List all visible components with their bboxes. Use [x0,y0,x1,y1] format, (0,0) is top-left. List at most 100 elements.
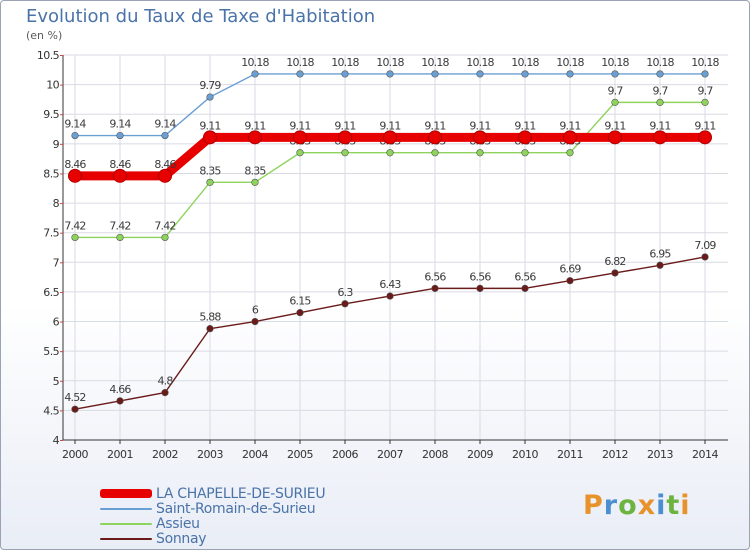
legend-item: Saint-Romain-de-Surieu [100,500,316,517]
y-tick-label: 8 [53,197,60,210]
series-saint-romain-de-surieu: 9.14 9.14 9.14 9.79 10.18 10.18 10.18 10.18 10.1… [64,56,720,140]
data-point [608,130,622,145]
x-tick-label: 2006 [332,448,358,461]
y-tick-label: 6.5 [43,286,59,299]
data-point [296,149,304,157]
data-label: 8.46 [64,158,86,171]
data-label: 10.18 [646,56,674,69]
data-label: 5.88 [199,311,221,324]
x-tick-label: 2004 [242,448,268,461]
data-label: 9.11 [559,119,580,132]
x-tick-label: 2010 [512,448,538,461]
legend-swatch [100,507,152,510]
data-point [521,149,529,157]
legend-label: Saint-Romain-de-Surieu [156,500,316,517]
data-point [563,130,577,145]
data-point [341,149,349,157]
data-label: 9.14 [109,118,131,131]
y-tick-label: 9 [53,138,60,151]
data-point [383,130,397,145]
data-label: 9.11 [514,119,535,132]
data-label: 6.95 [649,247,671,260]
x-tick-label: 2000 [62,448,88,461]
data-point [206,178,214,186]
data-label: 10.18 [466,56,494,69]
data-label: 9.11 [649,119,670,132]
data-label: 6.56 [424,270,446,283]
x-tick-label: 2014 [692,448,718,461]
data-label: 10.18 [421,56,449,69]
data-point [476,70,484,78]
data-point [386,149,394,157]
data-label: 7.09 [694,239,716,252]
data-point [341,70,349,78]
data-point [203,130,217,145]
data-label: 9.11 [289,119,310,132]
x-tick-label: 2007 [377,448,403,461]
data-label: 9.11 [469,119,490,132]
data-point [566,70,574,78]
data-point [296,309,304,317]
legend-swatch [100,522,152,525]
y-tick-label: 10 [46,79,59,92]
data-label: 9.11 [379,119,400,132]
data-label: 4.52 [64,391,85,404]
data-label: 6.56 [469,270,491,283]
data-point [428,130,442,145]
data-point [116,233,124,242]
chart-unit-label: (en %) [26,29,63,42]
data-point [611,70,619,78]
x-tick-label: 2011 [557,448,583,461]
logo-letter: o [618,490,638,521]
data-point [701,253,709,261]
legend-label: Sonnay [156,530,207,547]
data-point [158,168,172,183]
data-point [161,131,169,140]
x-tick-label: 2009 [467,448,493,461]
legend-swatch [100,537,152,540]
data-label: 9.11 [694,119,715,132]
data-label: 10.18 [556,56,584,69]
data-label: 10.18 [601,56,629,69]
data-point [473,130,487,145]
legend-item: Sonnay [100,530,207,547]
data-label: 10.18 [511,56,539,69]
data-point [161,389,169,397]
data-label: 7.42 [64,219,85,232]
data-point [386,70,394,78]
data-label: 9.11 [424,119,445,132]
data-label: 7.42 [154,219,175,232]
data-label: 9.14 [154,118,176,131]
data-label: 7.42 [109,219,130,232]
data-point [656,98,664,106]
data-point [68,168,82,183]
legend-item: LA CHAPELLE-DE-SURIEU [100,486,326,502]
y-tick-label: 7 [53,256,60,269]
data-point [251,317,259,326]
data-label: 9.11 [199,119,220,132]
legend-swatch [100,489,152,498]
chart-title: Evolution du Taux de Taxe d'Habitation [26,6,376,27]
data-point [248,130,262,145]
y-tick-label: 5.5 [43,345,59,358]
data-label: 8.46 [109,158,131,171]
data-point [251,178,259,186]
data-label: 9.11 [604,119,625,132]
data-label: 9.11 [244,119,265,132]
data-point [518,130,532,145]
data-point [611,269,619,277]
data-label: 10.18 [241,56,269,69]
data-point [296,70,304,78]
y-tick-label: 9.5 [43,108,59,121]
x-tick-label: 2013 [647,448,673,461]
y-tick-label: 6 [53,316,60,329]
data-label: 9.7 [607,84,623,97]
data-point [611,98,619,106]
logo-letter: P [583,490,604,521]
data-point [116,397,124,405]
logo-letter: i [656,490,667,521]
x-tick-label: 2001 [107,448,133,461]
data-label: 9.14 [64,118,86,131]
data-point [476,149,484,157]
